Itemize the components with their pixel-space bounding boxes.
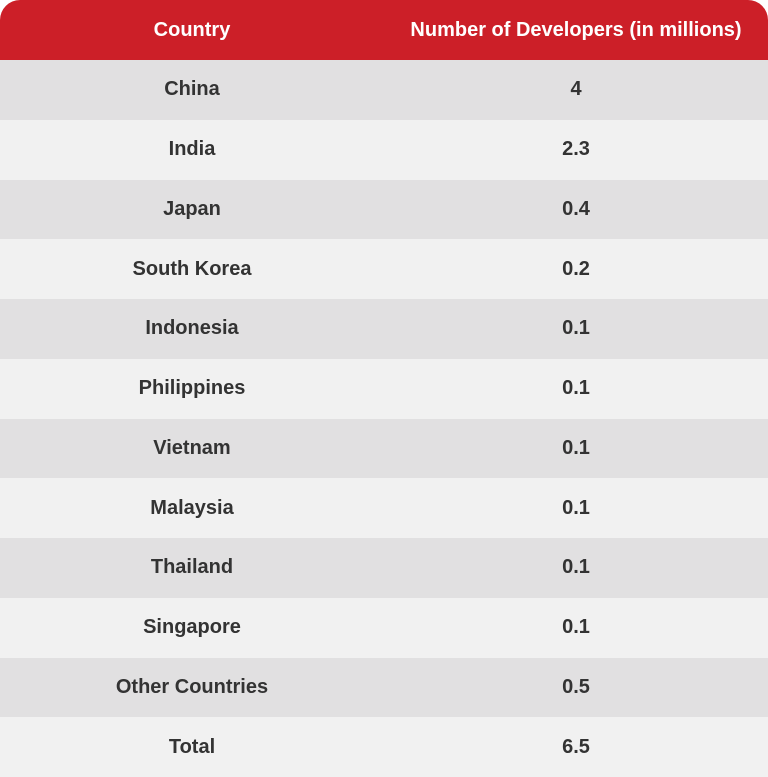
table-row: Total 6.5 <box>0 717 768 777</box>
developers-cell: 0.2 <box>562 257 590 280</box>
table-row: Philippines 0.1 <box>0 358 768 419</box>
table-body: China 4 India 2.3 Japan 0.4 South Korea 0.2 Indo… <box>0 60 768 777</box>
table-row: Indonesia 0.1 <box>0 299 768 359</box>
table-row: Other Countries 0.5 <box>0 657 768 718</box>
country-cell: Philippines <box>138 377 246 400</box>
developers-cell: 0.1 <box>562 556 590 579</box>
table-row: Thailand 0.1 <box>0 538 768 598</box>
country-cell: Indonesia <box>145 317 239 340</box>
developers-cell: 0.1 <box>562 377 590 400</box>
table-header: Country Number of Developers (in million… <box>0 0 768 60</box>
table-row: Malaysia 0.1 <box>0 478 768 538</box>
country-cell: Japan <box>163 197 221 220</box>
developers-cell: 0.5 <box>562 675 590 698</box>
country-cell: Singapore <box>143 616 241 639</box>
table-row: South Korea 0.2 <box>0 239 768 299</box>
developers-cell: 2.3 <box>562 138 590 161</box>
developers-cell: 0.1 <box>562 616 590 639</box>
country-cell: Thailand <box>150 556 234 579</box>
developers-cell: 0.1 <box>562 317 590 340</box>
table-row: China 4 <box>0 60 768 120</box>
header-developers: Number of Developers (in millions) <box>410 18 742 41</box>
table-row: India 2.3 <box>0 119 768 180</box>
country-cell: India <box>168 138 216 161</box>
developers-cell: 0.4 <box>562 197 590 220</box>
developers-cell: 4 <box>570 78 582 101</box>
country-cell: South Korea <box>132 257 252 280</box>
table-row: Vietnam 0.1 <box>0 418 768 479</box>
developers-cell: 0.1 <box>562 436 590 459</box>
country-cell: Total <box>168 735 216 758</box>
country-cell: Malaysia <box>150 496 234 519</box>
developers-cell: 0.1 <box>562 496 590 519</box>
table-row: Japan 0.4 <box>0 179 768 240</box>
country-cell: Vietnam <box>153 436 231 459</box>
header-country: Country <box>153 18 231 41</box>
table-row: Singapore 0.1 <box>0 597 768 658</box>
country-cell: China <box>164 78 220 101</box>
country-cell: Other Countries <box>115 675 269 698</box>
developers-cell: 6.5 <box>562 735 590 758</box>
